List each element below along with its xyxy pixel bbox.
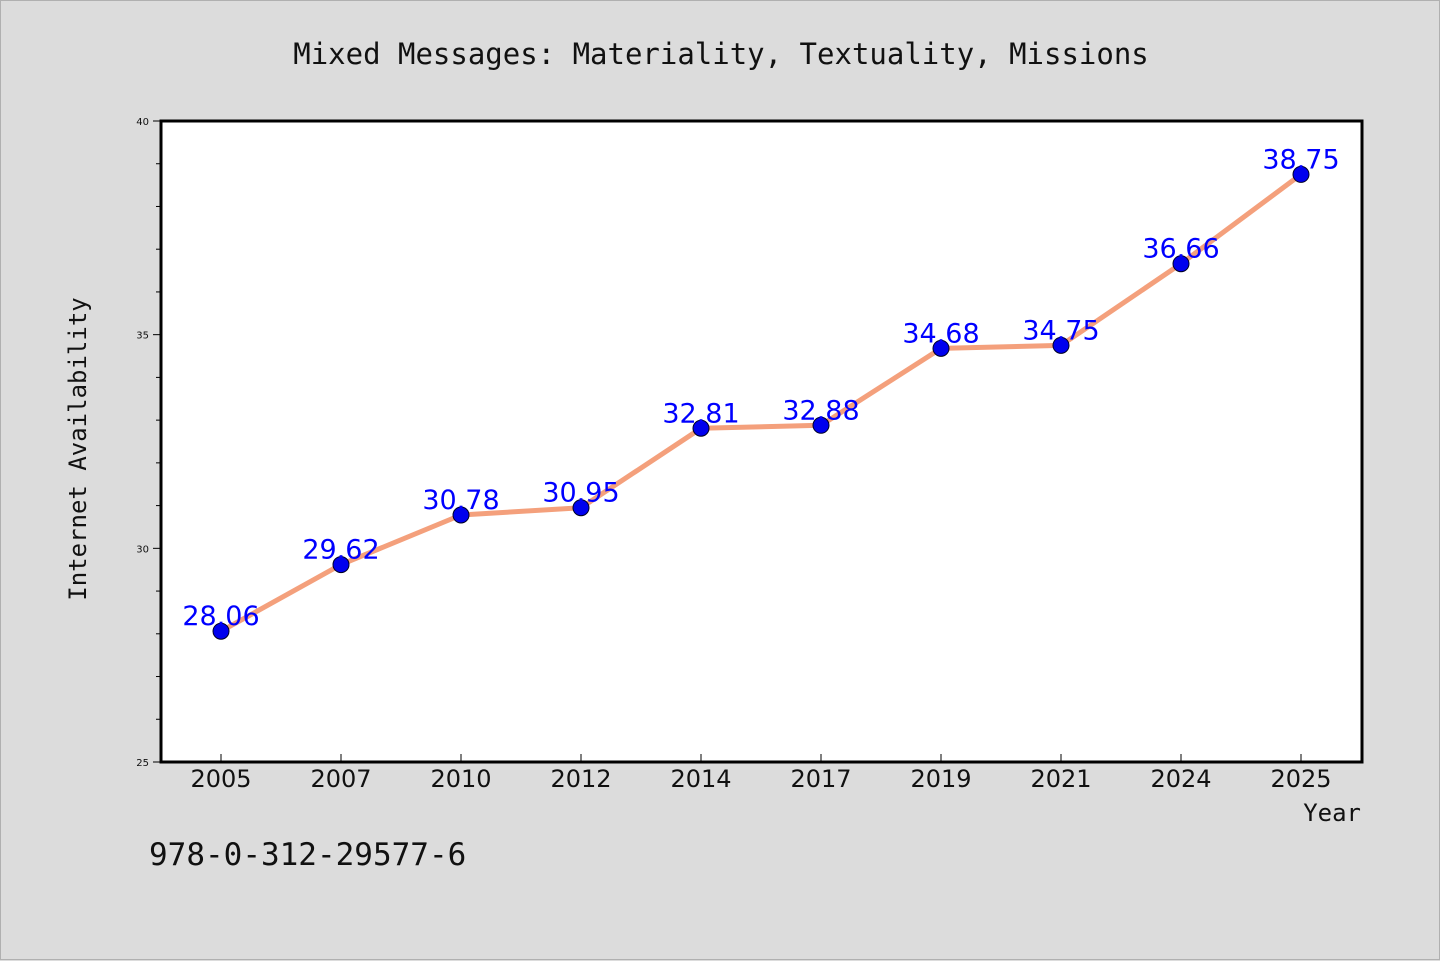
- y-tick-label: 40: [136, 117, 149, 128]
- data-label: 34.75: [1022, 315, 1099, 346]
- data-label: 38.75: [1262, 144, 1339, 175]
- data-point: [812, 416, 830, 434]
- data-label: 30.95: [542, 478, 619, 509]
- data-point: [932, 339, 950, 357]
- x-tick-label: 2017: [790, 765, 851, 793]
- data-label: 30.78: [422, 485, 499, 516]
- y-tick-label: 35: [136, 331, 149, 342]
- data-label: 29.62: [302, 535, 379, 566]
- x-tick-label: 2019: [910, 765, 971, 793]
- data-point: [332, 556, 350, 574]
- data-label: 32.88: [782, 395, 859, 426]
- plot-area: [159, 119, 1364, 764]
- x-tick-label: 2012: [550, 765, 611, 793]
- data-label: 34.68: [902, 318, 979, 349]
- x-axis-label: Year: [1303, 799, 1361, 827]
- data-point: [1052, 336, 1070, 354]
- x-axis: 2005 2007 2010 2012 2014 2017 2019 2021 2024 2025: [190, 754, 1332, 793]
- y-tick-label: 30: [136, 544, 149, 555]
- data-point: [452, 506, 470, 524]
- data-label: 28.06: [182, 601, 259, 632]
- data-point: [692, 419, 710, 437]
- data-label: 36.66: [1142, 234, 1219, 265]
- chart-title: Mixed Messages: Materiality, Textuality,…: [293, 37, 1149, 71]
- x-tick-label: 2024: [1150, 765, 1211, 793]
- series-line: [218, 171, 1304, 634]
- x-tick-label: 2010: [430, 765, 491, 793]
- x-tick-label: 2005: [190, 765, 251, 793]
- series-line-group: [218, 171, 1304, 634]
- data-point: [572, 499, 590, 517]
- data-labels: 28.06 29.62 30.78 30.95 32.81 32.88 34.68 34.75…: [182, 144, 1339, 632]
- y-axis: 25 30 35 40: [136, 117, 161, 769]
- x-tick-label: 2014: [670, 765, 731, 793]
- y-axis-label: Internet Availability: [64, 297, 92, 600]
- data-points: [212, 165, 1310, 640]
- x-tick-label: 2025: [1270, 765, 1331, 793]
- data-point: [1292, 165, 1310, 183]
- data-label: 32.81: [662, 398, 739, 429]
- x-tick-label: 2007: [310, 765, 371, 793]
- isbn-text: 978-0-312-29577-6: [149, 837, 466, 873]
- data-point: [212, 622, 230, 640]
- y-tick-label: 25: [136, 758, 149, 769]
- data-point: [1172, 255, 1190, 273]
- x-tick-label: 2021: [1030, 765, 1091, 793]
